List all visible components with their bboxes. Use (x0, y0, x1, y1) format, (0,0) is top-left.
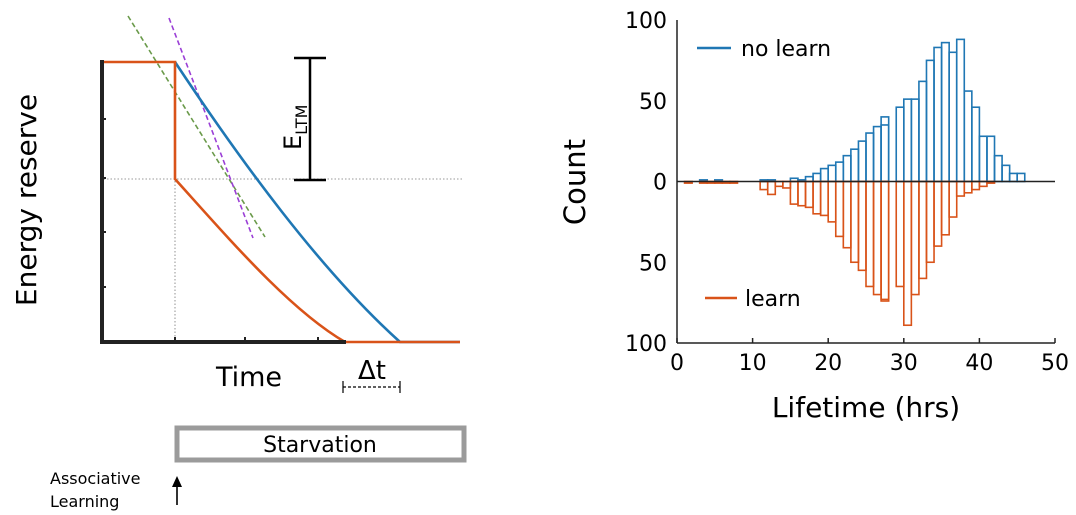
histogram-panel: 100 50 0 50 100 0 10 20 30 40 50 Count Lifetime (… (558, 9, 1069, 424)
energy-reserve-label: Energy reserve (10, 94, 43, 306)
legend-label-no-learn: no learn (741, 37, 831, 62)
learn-bar (933, 180, 943, 247)
no-learn-bar (948, 51, 958, 183)
up-arrow-icon (172, 476, 182, 505)
learn-bar (955, 180, 966, 197)
learn-bar (880, 180, 890, 302)
starvation-label: Starvation (263, 433, 377, 458)
no-learn-bar (895, 106, 905, 183)
learn-bar (804, 180, 814, 209)
energy-axis-ticks (102, 118, 106, 288)
tangent-purple (168, 17, 254, 239)
no-learn-bar (842, 154, 852, 183)
no-learn-bar (850, 148, 860, 183)
no-learn-bar (902, 98, 913, 183)
no-learn-bar (978, 135, 988, 183)
x-tick-label: 30 (890, 351, 918, 376)
learn-bar (971, 180, 981, 191)
legend-label-learn: learn (745, 287, 801, 312)
no-learn-bar (880, 124, 890, 183)
learn-bar (819, 180, 830, 217)
y-tick-label: 0 (653, 171, 667, 196)
learn-bar (782, 180, 792, 189)
no-learn-bar (865, 132, 875, 183)
time-label: Time (215, 362, 282, 393)
no-learn-bar (963, 90, 973, 183)
eltm-bracket (294, 56, 326, 182)
learn-bar (902, 180, 913, 327)
learn-bar (759, 180, 769, 191)
learn-bar (827, 180, 837, 223)
y-tick-labels: 100 50 0 50 100 (625, 9, 667, 357)
no-learn-bar (993, 154, 1003, 183)
no-learn-bar (834, 161, 845, 183)
no-learn-curve (173, 61, 460, 344)
learn-bar (895, 180, 905, 288)
no-learn-bar (827, 164, 837, 183)
learn-bar (766, 180, 777, 196)
delta-t-label: Δt (358, 356, 386, 386)
learn-bar (834, 180, 845, 238)
no-learn-bar (1016, 172, 1026, 183)
histogram-bars (683, 38, 1026, 327)
no-learn-bar (971, 106, 981, 183)
no-learn-bar (872, 125, 882, 183)
no-learn-bar (910, 98, 920, 183)
y-tick-label: 50 (639, 90, 667, 115)
learn-bar (850, 180, 860, 264)
learn-bar (925, 180, 935, 264)
learn-bar (812, 180, 822, 215)
y-tick-label: 100 (625, 9, 667, 34)
starvation-box (174, 425, 467, 463)
learning-label-line1: Associative (50, 469, 140, 488)
learn-bar (857, 180, 867, 272)
no-learn-bar (812, 172, 822, 183)
no-learn-bar (933, 46, 943, 183)
learn-bar (963, 180, 973, 194)
no-learn-bar (955, 38, 966, 183)
learn-bar (880, 180, 890, 301)
learn-curve (103, 60, 460, 344)
y-tick-label: 100 (625, 332, 667, 357)
learn-bar (842, 180, 852, 249)
x-tick-label: 0 (670, 351, 684, 376)
x-tick-label: 50 (1041, 351, 1069, 376)
tangent-green (127, 15, 266, 238)
schematic-panel: ELTM Energy reserve Time Δt Starvation A… (10, 15, 467, 511)
x-tick-labels: 0 10 20 30 40 50 (670, 338, 1069, 376)
y-tick-label: 50 (639, 251, 667, 276)
no-learn-bar (1001, 164, 1011, 183)
learn-bar (797, 180, 807, 207)
learn-bar (865, 180, 875, 288)
eltm-label: ELTM (279, 105, 311, 150)
no-learn-bar (925, 59, 935, 183)
lifetime-axis-label: Lifetime (hrs) (772, 391, 960, 424)
no-learn-bar (918, 80, 928, 183)
no-learn-bar (880, 116, 890, 183)
no-learn-bar (986, 135, 996, 183)
x-tick-label: 40 (965, 351, 993, 376)
learn-bar (940, 180, 950, 236)
no-learn-bar (940, 41, 950, 183)
no-learn-bar (857, 140, 867, 183)
learn-bar (948, 180, 958, 218)
time-axis-ticks (174, 337, 319, 342)
learn-bar (789, 180, 799, 205)
delta-t-interval (342, 381, 401, 393)
learn-bar (910, 180, 920, 296)
no-learn-bar (819, 167, 830, 183)
learn-bar (872, 180, 882, 296)
x-tick-label: 20 (814, 351, 842, 376)
no-learn-bar (1008, 172, 1019, 183)
learning-label-line2: Learning (50, 492, 119, 511)
count-axis-label: Count (558, 139, 592, 225)
learn-bar (918, 180, 928, 280)
x-tick-label: 10 (739, 351, 767, 376)
